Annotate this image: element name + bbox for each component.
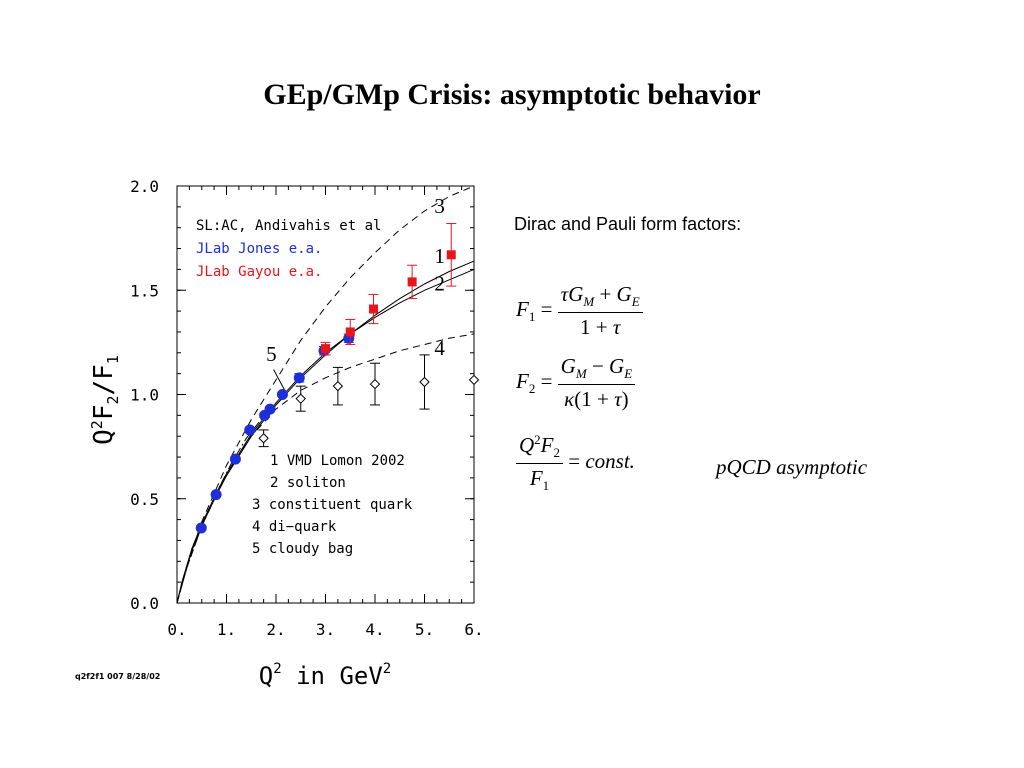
- data-point-jones: [276, 389, 288, 400]
- data-point-jones: [244, 424, 256, 436]
- legend-entry-slac: SL:AC, Andivahis et al: [196, 218, 381, 234]
- slide-title: GEp/GMp Crisis: asymptotic behavior: [263, 78, 761, 111]
- curve-5-leader: [273, 369, 287, 393]
- data-point-slac: [468, 374, 480, 386]
- data-point-jones: [210, 489, 222, 501]
- x-tick-label: 6.: [464, 620, 483, 639]
- x-tick-label: 0.: [167, 620, 186, 639]
- curve-label: 1: [434, 244, 445, 268]
- model-legend-item: 2 soliton: [270, 475, 346, 491]
- legend-entry-jones: JLab Jones e.a.: [196, 241, 322, 257]
- model-curve-5: [176, 394, 287, 604]
- plot-area: 0.0 0.5 1.0 1.5 2.0 0. 1. 2. 3. 4. 5. 6. 3 1 2 4 5: [130, 177, 484, 639]
- model-legend-item: 5 cloudy bag: [252, 541, 353, 557]
- data-point-gayou: [369, 304, 379, 314]
- data-point-jones: [264, 403, 276, 415]
- f2-equation: F2 = GM − GE κ(1 + τ): [516, 354, 636, 412]
- model-curve-4: [176, 333, 475, 604]
- chart-legend: SL:AC, Andivahis et al JLab Jones e.a. J…: [196, 218, 381, 280]
- data-point-jones: [293, 372, 305, 384]
- model-curve-3: [176, 185, 475, 604]
- data-point-gayou: [345, 327, 355, 337]
- data-point-slac: [295, 393, 306, 404]
- ratio-equation: Q2F2 F1 = const.: [516, 432, 635, 494]
- y-tick-label: 1.0: [130, 386, 159, 405]
- data-point-jones: [195, 522, 207, 534]
- data-point-jones: [229, 453, 241, 465]
- x-tick-label: 5.: [415, 620, 434, 639]
- data-point-slac: [258, 433, 269, 444]
- model-legend-item: 3 constituent quark: [252, 497, 413, 513]
- x-tick-label: 3.: [316, 620, 335, 639]
- y-tick-label: 0.5: [130, 490, 159, 509]
- figure-footnote: q2f2f1 007 8/28/02: [75, 672, 161, 681]
- y-tick-label: 1.5: [130, 281, 159, 300]
- model-legend: 1 VMD Lomon 2002 2 soliton 3 constituent…: [252, 453, 413, 557]
- data-point-slac: [332, 380, 344, 392]
- x-tick-label: 4.: [365, 620, 384, 639]
- y-tick-label: 2.0: [130, 177, 159, 196]
- data-point-slac: [369, 378, 381, 390]
- y-axis-label: Q2F2/F1: [88, 355, 122, 445]
- model-legend-item: 1 VMD Lomon 2002: [270, 453, 405, 469]
- curve-label: 4: [434, 336, 445, 360]
- x-tick-label: 1.: [217, 620, 236, 639]
- curve-label: 2: [434, 271, 445, 295]
- model-legend-item: 4 di−quark: [252, 519, 337, 535]
- data-point-slac: [419, 376, 430, 388]
- y-tick-label: 0.0: [130, 594, 159, 613]
- data-point-gayou: [446, 250, 456, 260]
- curve-label: 5: [266, 342, 277, 366]
- f1-equation: F1 = τGM + GE 1 + τ: [516, 282, 643, 340]
- data-point-gayou: [407, 277, 417, 287]
- curve-label: 3: [434, 194, 445, 218]
- data-point-gayou: [321, 344, 330, 354]
- formula-heading: Dirac and Pauli form factors:: [514, 214, 742, 234]
- legend-entry-gayou: JLab Gayou e.a.: [196, 264, 322, 280]
- x-tick-label: 2.: [266, 620, 285, 639]
- x-axis-label: Q2 in GeV2: [259, 661, 391, 690]
- asymptotic-label: pQCD asymptotic: [716, 455, 868, 479]
